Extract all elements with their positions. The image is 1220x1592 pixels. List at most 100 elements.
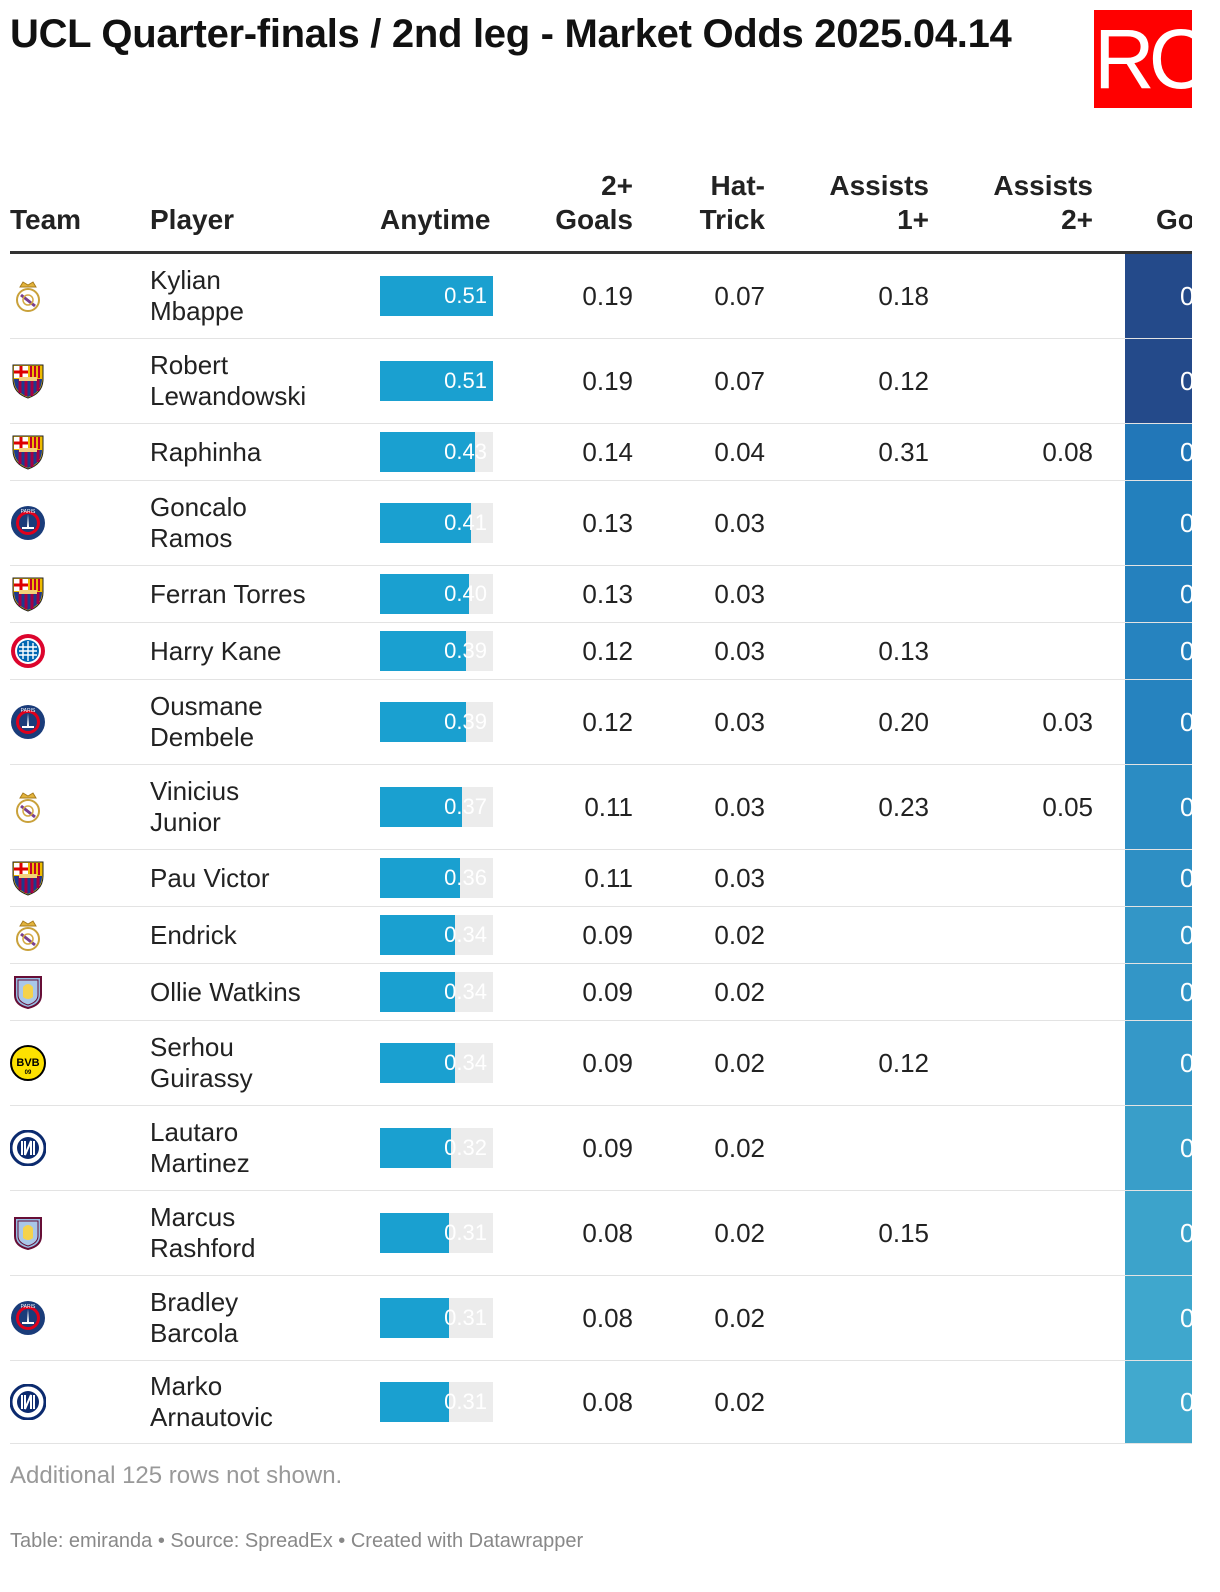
anytime-cell: 0.39: [380, 623, 493, 679]
column-header-2plus-goals[interactable]: 2+ Goals: [530, 169, 633, 237]
column-header-team[interactable]: Team: [10, 204, 82, 235]
assists-2plus-value: [955, 623, 1093, 679]
goal-or-assist-value: 0: [1180, 507, 1192, 538]
player-name: Raphinha: [150, 437, 261, 468]
player-name: Lautaro Martinez: [150, 1117, 250, 1179]
team-cell: [10, 339, 50, 423]
assists-1plus-value: 0.31: [878, 436, 929, 467]
goals-2plus-value: 0.12: [582, 706, 633, 737]
team-cell: [10, 850, 50, 906]
player-name-line2: Guirassy: [150, 1063, 253, 1093]
player-cell: Serhou Guirassy: [150, 1021, 370, 1105]
assists-1plus-value: 0.15: [878, 1217, 929, 1248]
assists-1plus-value: [790, 481, 929, 565]
anytime-bar: [380, 503, 471, 543]
player-name-line1: Marko: [150, 1371, 223, 1401]
player-name-line1: Bradley: [150, 1287, 239, 1317]
player-cell: Goncalo Ramos: [150, 481, 370, 565]
player-name-line1: Goncalo: [150, 492, 247, 522]
goal-or-assist-value: 0: [1180, 706, 1192, 737]
table-row: Robert Lewandowski 0.51 0.19 0.07 0.12 0: [10, 339, 1192, 424]
anytime-value: 0.36: [444, 865, 487, 890]
column-header-anytime[interactable]: Anytime: [380, 204, 491, 235]
psg-crest-icon: PARIS: [10, 1300, 46, 1336]
assists-1plus-value: 0.12: [878, 365, 929, 396]
team-cell: [10, 566, 50, 622]
column-header-hat-trick[interactable]: Hat- Trick: [660, 169, 765, 237]
goal-or-assist-heat-cell: 0: [1125, 964, 1192, 1020]
assists-1plus-value: 0.12: [878, 1047, 929, 1078]
player-name: Ousmane Dembele: [150, 691, 263, 753]
goal-or-assist-heat-cell: 0: [1125, 481, 1192, 565]
table-row: PARIS Ousmane Dembele 0.39 0.12 0.03 0.20 0.03 0: [10, 680, 1192, 765]
anytime-value: 0.31: [444, 1389, 487, 1414]
column-header-hat-trick-line2: Trick: [699, 204, 765, 235]
svg-text:BVB: BVB: [16, 1057, 39, 1069]
goal-or-assist-value: 0: [1180, 791, 1192, 822]
goal-or-assist-value: 0: [1180, 280, 1192, 311]
anytime-bar-track: 0.34: [380, 915, 493, 955]
anytime-value: 0.34: [444, 979, 487, 1004]
anytime-value: 0.31: [444, 1220, 487, 1245]
table-row: Ferran Torres 0.40 0.13 0.03 0: [10, 566, 1192, 623]
assists-2plus-value: [955, 339, 1093, 423]
table-row: Ollie Watkins 0.34 0.09 0.02 0: [10, 964, 1192, 1021]
goal-or-assist-heat-cell: 0: [1125, 1106, 1192, 1190]
hat-trick-value: 0.02: [714, 1302, 765, 1333]
goals-2plus-value: 0.09: [582, 919, 633, 950]
anytime-bar-track: 0.51: [380, 276, 493, 316]
anytime-bar: [380, 1128, 451, 1168]
team-cell: PARIS: [10, 481, 50, 565]
table-row: Kylian Mbappe 0.51 0.19 0.07 0.18 0: [10, 254, 1192, 339]
goal-or-assist-heat-cell: 0: [1125, 254, 1192, 338]
anytime-value: 0.41: [444, 510, 487, 535]
anytime-bar-track: 0.51: [380, 361, 493, 401]
anytime-value: 0.39: [444, 709, 487, 734]
anytime-cell: 0.31: [380, 1361, 493, 1443]
player-name-line2: Lewandowski: [150, 381, 307, 411]
assists-2plus-value: [955, 907, 1093, 963]
goals-2plus-value: 0.08: [582, 1217, 633, 1248]
goal-or-assist-value: 0: [1180, 436, 1192, 467]
goals-2plus-value: 0.09: [582, 976, 633, 1007]
player-name: Endrick: [150, 920, 237, 951]
table-row: Lautaro Martinez 0.32 0.09 0.02 0: [10, 1106, 1192, 1191]
assists-1plus-value: [790, 850, 929, 906]
assists-2plus-value: 0.05: [1042, 791, 1093, 822]
goal-or-assist-heat-cell: 0: [1125, 623, 1192, 679]
team-cell: PARIS: [10, 680, 50, 764]
column-header-assists-1plus[interactable]: Assists 1+: [790, 169, 929, 237]
goal-or-assist-value: 0: [1180, 919, 1192, 950]
assists-1plus-value: [790, 964, 929, 1020]
barcelona-crest-icon: [10, 576, 46, 612]
team-cell: [10, 1106, 50, 1190]
anytime-value: 0.37: [444, 794, 487, 819]
column-header-goal-or-assist[interactable]: Go: [1156, 204, 1192, 235]
psg-crest-icon: PARIS: [10, 505, 46, 541]
hat-trick-value: 0.03: [714, 578, 765, 609]
assists-2plus-value: [955, 1361, 1093, 1443]
anytime-cell: 0.37: [380, 765, 493, 849]
team-cell: [10, 964, 50, 1020]
anytime-value: 0.39: [444, 638, 487, 663]
table-header: Team Player Anytime 2+ Goals Hat- Trick …: [10, 160, 1192, 254]
anytime-bar: [380, 1382, 449, 1422]
aston-villa-crest-icon: [10, 974, 46, 1010]
anytime-bar-track: 0.37: [380, 787, 493, 827]
goal-or-assist-heat-cell: 0: [1125, 907, 1192, 963]
anytime-bar: [380, 972, 455, 1012]
assists-1plus-value: [790, 907, 929, 963]
column-header-assists-2plus[interactable]: Assists 2+: [955, 169, 1093, 237]
player-cell: Ferran Torres: [150, 566, 370, 622]
anytime-bar: [380, 1213, 449, 1253]
inter-crest-icon: [10, 1384, 46, 1420]
barcelona-crest-icon: [10, 363, 46, 399]
goals-2plus-value: 0.11: [584, 791, 633, 822]
hat-trick-value: 0.03: [714, 862, 765, 893]
goal-or-assist-heat-cell: 0: [1125, 680, 1192, 764]
column-header-player[interactable]: Player: [150, 204, 235, 235]
table-row: BVB 09 Serhou Guirassy 0.34 0.09 0.02 0.12 0: [10, 1021, 1192, 1106]
anytime-value: 0.40: [444, 581, 487, 606]
goal-or-assist-value: 0: [1180, 1217, 1192, 1248]
goal-or-assist-heat-cell: 0: [1125, 424, 1192, 480]
